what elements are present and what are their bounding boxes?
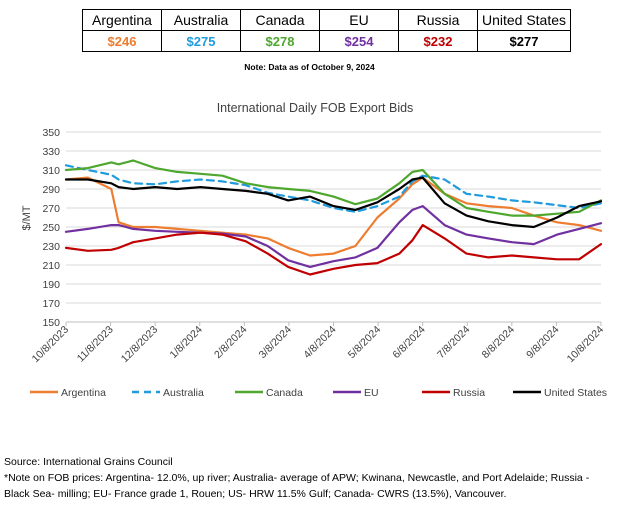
y-tick-label: 250	[42, 222, 60, 234]
value-eu: $254	[319, 30, 399, 52]
header-australia: Australia	[161, 9, 241, 31]
legend-item: Canada	[235, 387, 303, 399]
value-argentina: $246	[82, 30, 162, 52]
fob-export-bids-chart: International Daily FOB Export Bids $/MT…	[21, 101, 607, 399]
x-tick-label: 1/8/2024	[167, 324, 204, 361]
value-russia: $232	[398, 30, 478, 52]
x-tick-label: 12/8/2023	[119, 324, 161, 366]
header-united-states: United States	[477, 9, 571, 31]
value-canada: $278	[240, 30, 320, 52]
chart-title: International Daily FOB Export Bids	[217, 101, 414, 115]
x-tick-label: 9/8/2024	[524, 324, 561, 361]
legend-label: Canada	[266, 387, 303, 399]
fob-price-note: *Note on FOB prices: Argentina- 12.0%, u…	[4, 472, 590, 500]
header-argentina: Argentina	[82, 9, 162, 31]
header-eu: EU	[319, 9, 399, 31]
x-tick-label: 6/8/2024	[390, 324, 427, 361]
series-line-australia	[64, 164, 603, 213]
y-tick-label: 310	[42, 165, 60, 177]
x-tick-label: 3/8/2024	[257, 324, 294, 361]
y-tick-label: 230	[42, 241, 60, 253]
value-australia: $275	[161, 30, 241, 52]
table-note: Note: Data as of October 9, 2024	[244, 62, 375, 72]
price-table-value-row: $246 $275 $278 $254 $232 $277	[82, 30, 571, 52]
y-axis-label: $/MT	[21, 205, 33, 230]
y-tick-label: 350	[42, 127, 60, 139]
y-tick-labels: 150 170 190 210 230 250 270 290 310 330 350	[42, 127, 60, 329]
legend: Argentina Australia Canada EU Russia United S…	[30, 387, 607, 399]
y-tick-label: 330	[42, 146, 60, 158]
legend-label: Russia	[453, 387, 485, 399]
source-line: Source: International Grains Council	[4, 456, 173, 468]
y-tick-label: 210	[42, 260, 60, 272]
header-canada: Canada	[240, 9, 320, 31]
legend-item: Australia	[132, 387, 204, 399]
value-united-states: $277	[477, 30, 571, 52]
legend-label: Australia	[163, 387, 204, 399]
series-line-canada	[64, 159, 603, 217]
series-line-argentina	[64, 176, 603, 257]
legend-label: EU	[364, 387, 379, 399]
y-tick-label: 170	[42, 298, 60, 310]
y-tick-label: 290	[42, 184, 60, 196]
x-tick-label: 8/8/2024	[480, 324, 517, 361]
legend-label: Argentina	[61, 387, 106, 399]
price-summary-table: Argentina Australia Canada EU Russia Uni…	[82, 9, 571, 52]
series-lines	[64, 159, 603, 276]
y-tick-label: 270	[42, 203, 60, 215]
y-tick-label: 190	[42, 279, 60, 291]
x-tick-label: 11/8/2023	[75, 324, 116, 365]
legend-label: United States	[544, 387, 607, 399]
series-line-united-states	[64, 176, 603, 229]
x-tick-label: 10/8/2023	[30, 324, 72, 366]
x-tick-label: 4/8/2024	[301, 324, 338, 361]
legend-item: Russia	[422, 387, 485, 399]
x-tick-label: 2/8/2024	[212, 324, 249, 361]
series-line-russia	[64, 224, 603, 276]
legend-item: Argentina	[30, 387, 106, 399]
x-tick-labels: 10/8/2023 11/8/2023 12/8/2023 1/8/2024 2/8/2…	[30, 322, 607, 366]
series-line-eu	[64, 204, 603, 268]
source-notes: Source: International Grains Council *No…	[4, 454, 616, 502]
x-tick-label: 7/8/2024	[435, 324, 472, 361]
x-tick-label: 5/8/2024	[346, 324, 383, 361]
header-russia: Russia	[398, 9, 478, 31]
legend-item: United States	[513, 387, 607, 399]
price-table-header-row: Argentina Australia Canada EU Russia Uni…	[82, 9, 571, 31]
legend-item: EU	[333, 387, 379, 399]
x-tick-label: 10/8/2024	[565, 324, 607, 366]
y-tick-label: 150	[42, 317, 60, 329]
